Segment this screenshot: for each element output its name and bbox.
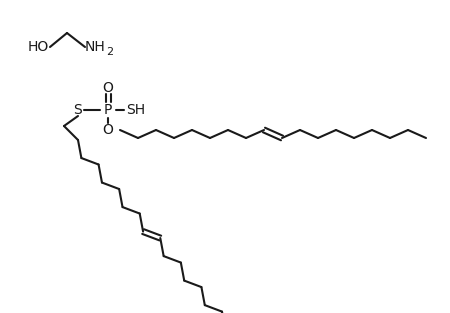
Text: O: O xyxy=(103,81,113,95)
Text: HO: HO xyxy=(28,40,49,54)
Text: 2: 2 xyxy=(106,47,113,57)
Text: P: P xyxy=(104,103,112,117)
Text: SH: SH xyxy=(126,103,145,117)
Text: O: O xyxy=(103,123,113,137)
Text: NH: NH xyxy=(85,40,106,54)
Text: S: S xyxy=(74,103,82,117)
